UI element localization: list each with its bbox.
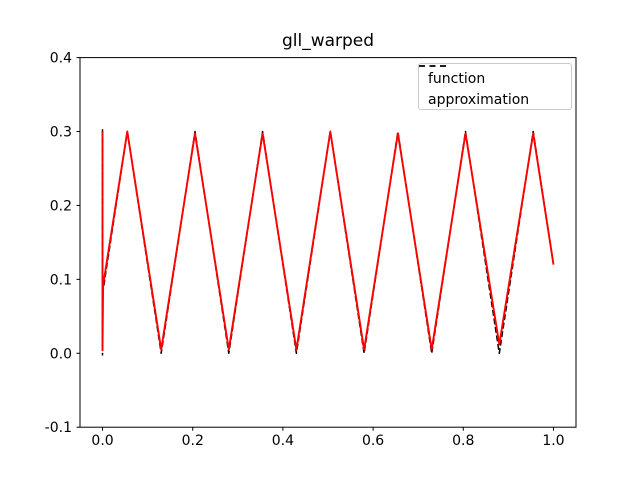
series-lines <box>101 129 555 356</box>
series-line-approximation <box>101 130 555 352</box>
dashed-line-icon <box>419 65 446 67</box>
series-line-function <box>101 129 555 356</box>
plot-area-border <box>79 57 577 428</box>
y-tick-label: 0.2 <box>50 198 72 214</box>
x-tick-label: 0.8 <box>452 433 474 449</box>
x-tick-label: 1.0 <box>542 433 564 449</box>
y-axis: -0.1 0.0 0.1 0.2 0.3 0.4 <box>45 51 80 436</box>
y-tick-label: 0.1 <box>50 272 72 288</box>
y-tick-label: 0.3 <box>50 125 72 141</box>
x-tick-label: 0.0 <box>91 433 113 449</box>
y-tick-label: -0.1 <box>45 420 72 436</box>
x-axis: 0.0 0.2 0.4 0.6 0.8 1.0 <box>91 427 565 449</box>
legend-label-approximation: approximation <box>428 92 530 108</box>
y-tick-label: 0.0 <box>50 346 72 362</box>
legend-entry-approximation: approximation <box>419 65 563 111</box>
legend-entry-function: function <box>419 65 563 90</box>
x-tick-label: 0.2 <box>182 433 204 449</box>
legend: function approximation <box>418 63 572 110</box>
x-tick-label: 0.6 <box>362 433 384 449</box>
x-tick-label: 0.4 <box>272 433 294 449</box>
chart-title: gll_warped <box>282 31 374 51</box>
legend-label-function: function <box>428 71 486 87</box>
y-tick-label: 0.4 <box>50 51 72 67</box>
